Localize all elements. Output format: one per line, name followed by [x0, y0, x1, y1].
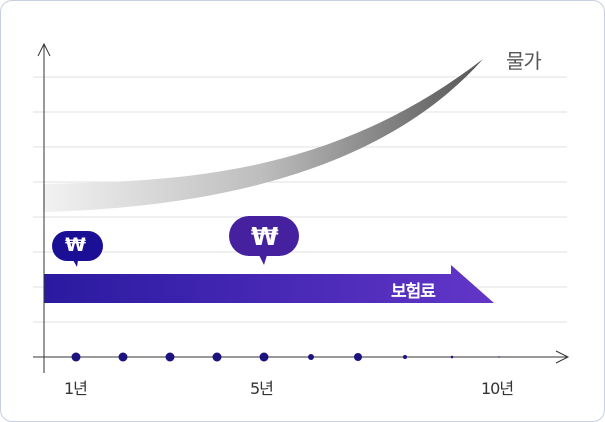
premium-label: 보험료 [391, 282, 436, 302]
x-tick-10: 10년 [481, 379, 514, 398]
x-axis-arrow-icon [555, 350, 570, 364]
dot [450, 355, 454, 359]
dot [498, 356, 500, 358]
dot [354, 353, 362, 361]
dot [118, 352, 128, 362]
dot [71, 352, 81, 362]
dot [212, 352, 222, 362]
won-icon: ₩ [65, 234, 86, 256]
dot [403, 355, 407, 359]
dot [165, 352, 175, 362]
won-bubble-large [229, 216, 299, 265]
won-bubble-small [52, 231, 103, 267]
price-label: 물가 [506, 49, 542, 73]
price-curve [43, 59, 483, 212]
x-tick-1: 1년 [64, 379, 88, 398]
premium-arrow [44, 265, 494, 303]
year-dots [71, 352, 500, 362]
y-axis-arrow-icon [37, 42, 51, 57]
won-icon: ₩ [251, 222, 279, 251]
dot [308, 354, 314, 360]
x-tick-5: 5년 [250, 379, 274, 398]
dot [259, 352, 269, 362]
